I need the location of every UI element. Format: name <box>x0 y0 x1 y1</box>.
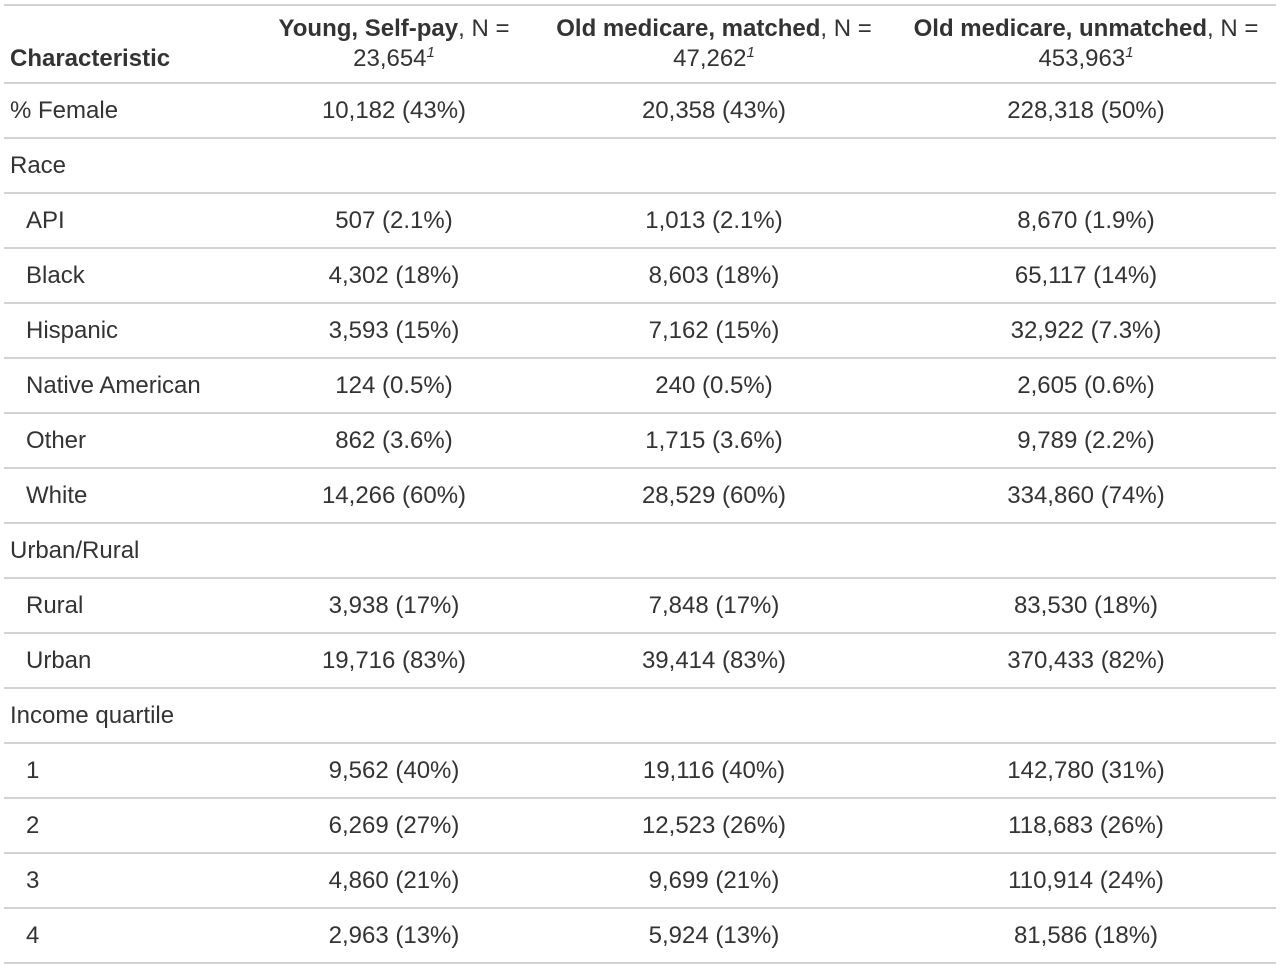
header-young-self-pay: Young, Self-pay, N = 23,6541 <box>256 5 532 83</box>
table-row: Hispanic 3,593 (15%) 7,162 (15%) 32,922 … <box>4 303 1276 358</box>
summary-table: Characteristic Young, Self-pay, N = 23,6… <box>4 4 1276 964</box>
table-row: Race <box>4 138 1276 193</box>
cell-old-matched: 28,529 (60%) <box>641 481 787 509</box>
cell-old-unmatched: 334,860 (74%) <box>1007 481 1165 509</box>
table-row: API 507 (2.1%) 1,013 (2.1%) 8,670 (1.9%) <box>4 193 1276 248</box>
table-row: Other 862 (3.6%) 1,715 (3.6%) 9,789 (2.2… <box>4 413 1276 468</box>
table-row: Income quartile <box>4 688 1276 743</box>
table-row: 2 6,269 (27%) 12,523 (26%) 118,683 (26%) <box>4 798 1276 853</box>
cell-old-unmatched <box>896 523 1276 578</box>
cell-young-self-pay: 4,302 (18%) <box>328 261 460 289</box>
cell-old-matched: 1,013 (2.1%) <box>645 206 783 234</box>
cell-old-matched: 5,924 (13%) <box>648 921 780 949</box>
cell-old-matched: 12,523 (26%) <box>641 811 787 839</box>
header-n: , N = 23,654 <box>353 15 510 72</box>
cell-old-matched <box>532 688 896 743</box>
footnote-marker: 1 <box>746 44 755 61</box>
table-row: % Female 10,182 (43%) 20,358 (43%) 228,3… <box>4 83 1276 138</box>
cell-old-matched: 20,358 (43%) <box>641 96 787 124</box>
header-n: , N = 453,963 <box>1038 15 1259 72</box>
cell-old-unmatched <box>896 688 1276 743</box>
cell-young-self-pay: 4,860 (21%) <box>328 866 460 894</box>
row-label: 2 <box>26 811 40 839</box>
row-label: API <box>26 206 65 234</box>
cell-old-matched: 7,848 (17%) <box>648 591 780 619</box>
table-body: % Female 10,182 (43%) 20,358 (43%) 228,3… <box>4 83 1276 963</box>
table-row: Black 4,302 (18%) 8,603 (18%) 65,117 (14… <box>4 248 1276 303</box>
cell-young-self-pay: 3,593 (15%) <box>328 316 460 344</box>
row-label: Black <box>26 261 85 289</box>
cell-young-self-pay: 2,963 (13%) <box>328 921 460 949</box>
cell-old-matched: 240 (0.5%) <box>655 371 773 399</box>
cell-young-self-pay: 14,266 (60%) <box>321 481 467 509</box>
table-row: 1 9,562 (40%) 19,116 (40%) 142,780 (31%) <box>4 743 1276 798</box>
cell-young-self-pay: 3,938 (17%) <box>328 591 460 619</box>
row-label: Race <box>10 151 67 179</box>
table-row: 4 2,963 (13%) 5,924 (13%) 81,586 (18%) <box>4 908 1276 963</box>
row-label: White <box>26 481 88 509</box>
cell-old-matched <box>532 138 896 193</box>
row-label: 3 <box>26 866 40 894</box>
cell-young-self-pay: 9,562 (40%) <box>328 756 460 784</box>
cell-old-unmatched: 110,914 (24%) <box>1008 866 1164 894</box>
cell-young-self-pay: 862 (3.6%) <box>335 426 453 454</box>
cell-old-unmatched: 81,586 (18%) <box>1013 921 1159 949</box>
cell-old-unmatched: 228,318 (50%) <box>1007 96 1165 124</box>
header-title: Young, Self-pay <box>278 15 459 42</box>
cell-young-self-pay: 124 (0.5%) <box>335 371 453 399</box>
table-row: 3 4,860 (21%) 9,699 (21%) 110,914 (24%) <box>4 853 1276 908</box>
cell-old-matched: 8,603 (18%) <box>648 261 780 289</box>
cell-old-unmatched: 118,683 (26%) <box>1008 811 1164 839</box>
footnote-marker: 1 <box>426 44 435 61</box>
cell-old-unmatched: 65,117 (14%) <box>1014 261 1158 289</box>
row-label: Urban/Rural <box>10 536 140 564</box>
cell-old-unmatched: 142,780 (31%) <box>1007 756 1165 784</box>
cell-young-self-pay <box>256 688 532 743</box>
row-label: Native American <box>26 371 201 399</box>
cell-young-self-pay <box>256 138 532 193</box>
table-header: Characteristic Young, Self-pay, N = 23,6… <box>4 5 1276 83</box>
header-title: Old medicare, matched <box>556 15 821 42</box>
row-label: Income quartile <box>10 701 175 729</box>
row-label: Hispanic <box>26 316 119 344</box>
table-row: Native American 124 (0.5%) 240 (0.5%) 2,… <box>4 358 1276 413</box>
cell-old-matched: 7,162 (15%) <box>648 316 780 344</box>
cell-young-self-pay: 10,182 (43%) <box>321 96 467 124</box>
row-label: 1 <box>26 756 40 784</box>
header-old-medicare-unmatched: Old medicare, unmatched, N = 453,9631 <box>896 5 1276 83</box>
row-label: Urban <box>26 646 92 674</box>
cell-young-self-pay: 19,716 (83%) <box>321 646 467 674</box>
row-label: 4 <box>26 921 40 949</box>
cell-old-unmatched: 9,789 (2.2%) <box>1017 426 1155 454</box>
cell-old-unmatched: 370,433 (82%) <box>1007 646 1165 674</box>
cell-young-self-pay: 507 (2.1%) <box>335 206 453 234</box>
table-row: White 14,266 (60%) 28,529 (60%) 334,860 … <box>4 468 1276 523</box>
header-old-medicare-matched: Old medicare, matched, N = 47,2621 <box>532 5 896 83</box>
cell-old-matched: 9,699 (21%) <box>648 866 780 894</box>
cell-old-unmatched: 83,530 (18%) <box>1013 591 1159 619</box>
cell-young-self-pay <box>256 523 532 578</box>
cell-old-unmatched: 2,605 (0.6%) <box>1017 371 1155 399</box>
row-label: % Female <box>10 96 119 124</box>
table-row: Urban 19,716 (83%) 39,414 (83%) 370,433 … <box>4 633 1276 688</box>
table-row: Rural 3,938 (17%) 7,848 (17%) 83,530 (18… <box>4 578 1276 633</box>
cell-old-unmatched <box>896 138 1276 193</box>
header-title: Old medicare, unmatched <box>913 15 1208 42</box>
cell-old-unmatched: 32,922 (7.3%) <box>1010 316 1162 344</box>
cell-old-matched <box>532 523 896 578</box>
cell-old-matched: 19,116 (40%) <box>642 756 786 784</box>
header-n: , N = 47,262 <box>673 15 872 72</box>
table-row: Urban/Rural <box>4 523 1276 578</box>
cell-old-unmatched: 8,670 (1.9%) <box>1017 206 1155 234</box>
row-label: Rural <box>26 591 84 619</box>
cell-old-matched: 1,715 (3.6%) <box>645 426 783 454</box>
header-row: Characteristic Young, Self-pay, N = 23,6… <box>4 5 1276 83</box>
cell-young-self-pay: 6,269 (27%) <box>328 811 460 839</box>
footnote-marker: 1 <box>1125 44 1134 61</box>
header-characteristic: Characteristic <box>10 45 171 72</box>
cell-old-matched: 39,414 (83%) <box>641 646 787 674</box>
row-label: Other <box>26 426 87 454</box>
